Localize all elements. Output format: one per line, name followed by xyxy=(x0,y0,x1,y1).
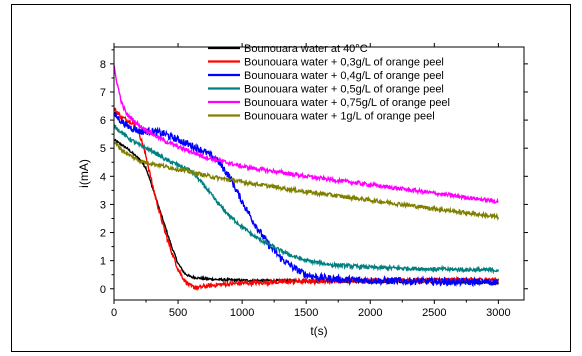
y-tick-label: 8 xyxy=(100,59,106,71)
chart-svg: 0 500 1000 1500 2000 2500 3000 0 1 2 3 4 5 6 7 8 Bounou… xyxy=(77,43,528,338)
x-tick-label: 1000 xyxy=(230,307,254,319)
legend-label-1: Bounouara water at 40°C xyxy=(244,43,368,55)
y-tick-label: 3 xyxy=(100,199,106,211)
y-tick-label: 7 xyxy=(100,87,106,99)
series-line-3 xyxy=(114,111,499,288)
y-tick-label: 1 xyxy=(100,256,106,268)
y-tick-label: 4 xyxy=(100,171,106,183)
y-axis-label: i(mA) xyxy=(77,159,91,188)
x-tick-label: 2000 xyxy=(358,307,382,319)
series-lines xyxy=(114,64,500,292)
y-tick-label: 5 xyxy=(100,143,106,155)
plot-area-border xyxy=(113,46,525,301)
legend-label-4: Bounouara water + 0,5g/L of orange peel xyxy=(244,84,444,96)
y-tick-label: 0 xyxy=(100,284,106,296)
axes: 0 500 1000 1500 2000 2500 3000 0 1 2 3 4 5 6 7 8 xyxy=(100,43,528,319)
legend-label-6: Bounouara water + 1g/L of orange peel xyxy=(244,111,435,123)
y-tick-label: 6 xyxy=(100,115,106,127)
chart-frame: 0 500 1000 1500 2000 2500 3000 0 1 2 3 4 5 6 7 8 Bounou… xyxy=(11,4,571,352)
x-axis-label: t(s) xyxy=(310,324,327,338)
x-tick-label: 0 xyxy=(111,307,117,319)
legend: Bounouara water at 40°C Bounouara water +… xyxy=(208,43,450,123)
x-tick-label: 3000 xyxy=(486,307,510,319)
series-line-2 xyxy=(114,107,500,292)
x-tick-label: 500 xyxy=(169,307,187,319)
legend-label-2: Bounouara water + 0,3g/L of orange peel xyxy=(244,57,444,69)
y-tick-label: 2 xyxy=(100,228,106,240)
series-line-6 xyxy=(114,140,500,221)
x-tick-label: 1500 xyxy=(294,307,318,319)
series-line-5 xyxy=(114,64,499,205)
legend-label-5: Bounouara water + 0,75g/L of orange peel xyxy=(244,97,450,109)
x-tick-label: 2500 xyxy=(422,307,446,319)
legend-label-3: Bounouara water + 0,4g/L of orange peel xyxy=(244,70,444,82)
series-line-4 xyxy=(114,124,500,275)
